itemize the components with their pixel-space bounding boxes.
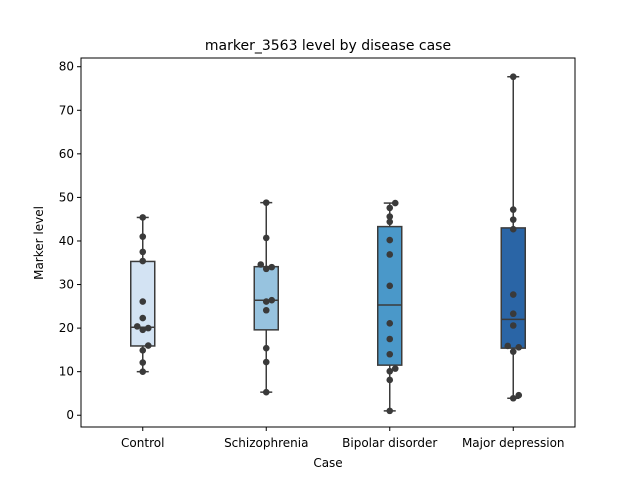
data-point	[144, 342, 152, 349]
data-point	[139, 257, 147, 265]
data-point	[262, 358, 270, 366]
y-tick-label: 80	[59, 60, 74, 74]
data-point	[509, 291, 517, 298]
data-point	[386, 251, 394, 258]
data-point	[268, 263, 276, 271]
box-group	[500, 73, 526, 402]
y-tick-label: 70	[59, 103, 74, 117]
box-group	[377, 199, 403, 415]
data-point	[515, 343, 523, 351]
data-point	[386, 282, 394, 290]
chart-title: marker_3563 level by disease case	[205, 38, 451, 54]
data-point	[515, 391, 523, 399]
x-axis-title: Case	[313, 456, 342, 470]
y-axis: 0 10 20 30 40 50 60 70 80	[59, 60, 81, 422]
data-point	[262, 199, 270, 206]
y-axis-title: Marker level	[32, 206, 46, 280]
data-point	[262, 234, 270, 242]
data-point	[262, 306, 270, 314]
box-group	[130, 214, 156, 375]
box-group	[253, 199, 279, 396]
data-point	[268, 296, 276, 304]
data-point	[133, 323, 141, 330]
y-tick-label: 60	[59, 147, 74, 161]
box	[500, 227, 526, 349]
data-point	[509, 216, 517, 223]
data-point	[386, 236, 394, 244]
x-tick-label: Bipolar disorder	[342, 436, 437, 450]
y-tick-label: 20	[59, 321, 74, 335]
data-point	[139, 233, 147, 240]
data-point	[509, 225, 517, 233]
box	[377, 225, 403, 366]
x-tick-label: Schizophrenia	[224, 436, 308, 450]
data-point	[509, 73, 517, 81]
data-point	[509, 310, 517, 318]
data-point	[386, 367, 394, 375]
y-tick-label: 0	[66, 408, 74, 422]
x-axis: Control Schizophrenia Bipolar disorder Majo…	[121, 427, 565, 450]
data-point	[386, 218, 394, 226]
data-point	[257, 261, 265, 268]
data-point	[509, 394, 517, 402]
data-point	[262, 344, 270, 352]
plot-frame	[80, 57, 576, 428]
y-tick-label: 30	[59, 278, 74, 292]
data-point	[509, 348, 517, 355]
data-point	[386, 407, 394, 415]
plot-area	[130, 73, 526, 415]
y-tick-label: 50	[59, 190, 74, 204]
data-point	[386, 350, 394, 358]
x-tick-label: Control	[121, 436, 164, 450]
data-point	[139, 298, 147, 305]
data-point	[386, 320, 394, 327]
data-point	[391, 365, 399, 372]
y-tick-label: 10	[59, 365, 74, 379]
data-point	[139, 359, 147, 366]
data-point	[139, 326, 147, 334]
data-point	[262, 265, 270, 273]
data-point	[262, 388, 270, 396]
data-point	[509, 322, 517, 329]
data-point	[509, 206, 517, 213]
data-point	[139, 248, 147, 256]
data-point	[386, 204, 394, 212]
data-point	[386, 376, 394, 384]
data-point	[139, 347, 147, 354]
data-point	[386, 335, 394, 343]
data-point	[504, 342, 512, 350]
data-point	[139, 214, 147, 221]
data-point	[139, 368, 147, 375]
data-point	[139, 314, 147, 322]
y-tick-label: 40	[59, 234, 74, 248]
data-point	[144, 324, 152, 332]
data-point	[386, 213, 394, 220]
x-tick-label: Major depression	[462, 436, 565, 450]
data-point	[391, 199, 399, 207]
data-point	[262, 298, 270, 305]
